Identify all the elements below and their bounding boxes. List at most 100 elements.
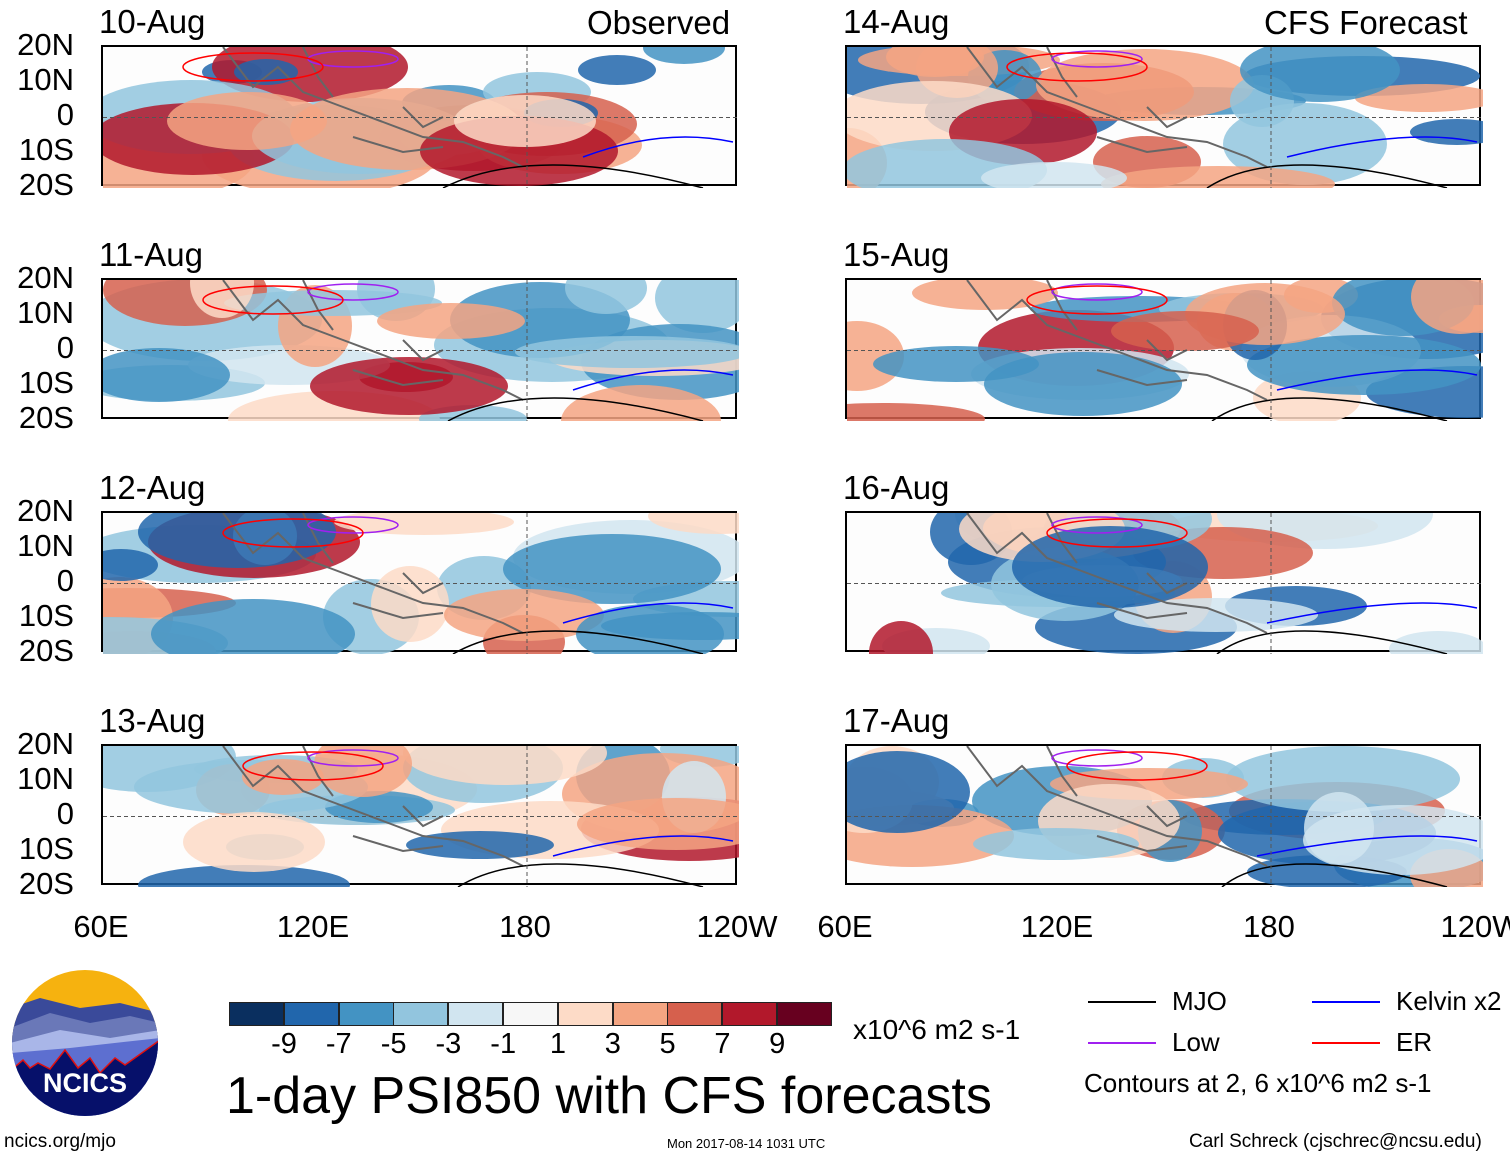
low-contour [1051, 749, 1143, 767]
anomaly-region [515, 336, 739, 368]
coastline [966, 513, 1268, 634]
low-contour [1051, 283, 1143, 301]
ncics-logo: NCICS [12, 970, 158, 1116]
footer-url[interactable]: ncics.org/mjo [4, 1131, 116, 1152]
panel-date: 13-Aug [99, 702, 206, 739]
panel-date: 10-Aug [99, 3, 206, 40]
anomaly-region [406, 831, 554, 859]
anomaly-region [234, 59, 298, 85]
kelvin-contour [562, 602, 734, 624]
coastline [966, 280, 1268, 401]
lat-tick-label: 0 [56, 97, 74, 132]
low-contour [307, 749, 399, 767]
colorbar-label: -1 [490, 1028, 517, 1060]
anomaly-region [371, 566, 449, 642]
lon-tick-label: 180 [1243, 909, 1295, 944]
lon-tick-label: 120E [1020, 909, 1094, 944]
anomaly-region [655, 280, 739, 333]
colorbar-swatch [503, 1002, 558, 1026]
lat-tick-label: 20N [17, 260, 74, 295]
lat-tick-label: 0 [56, 796, 74, 831]
colorbar-swatch [777, 1002, 832, 1026]
map-panel [101, 744, 739, 887]
anomaly-region [1304, 792, 1374, 864]
anomaly-region [377, 303, 525, 339]
observed-header: Observed [587, 4, 731, 41]
lat-tick-label: 10N [17, 62, 74, 97]
map-panel [845, 744, 1483, 887]
panel-date: 11-Aug [99, 236, 203, 273]
anomaly-region [912, 280, 1058, 310]
colorbar-swatch [448, 1002, 504, 1026]
kelvin-contour [1256, 835, 1478, 857]
low-contour [307, 283, 399, 301]
lat-tick-label: 10S [18, 831, 74, 866]
mjo-contour [1221, 863, 1448, 887]
anomaly-region [1012, 526, 1208, 608]
forecast-header: CFS Forecast [1264, 4, 1468, 41]
colorbar-swatch [722, 1002, 778, 1026]
colorbar-label: 1 [549, 1028, 567, 1060]
anomaly-region [576, 604, 724, 654]
er-contour [1066, 751, 1208, 781]
coastline [1046, 47, 1188, 154]
lat-tick-label: 0 [56, 330, 74, 365]
lat-tick-label: 20N [17, 726, 74, 761]
colorbar-label: 7 [714, 1028, 731, 1060]
er-contour [1006, 52, 1148, 82]
colorbar-swatch [667, 1002, 723, 1026]
panel-date: 17-Aug [843, 702, 950, 739]
lat-tick-label: 10N [17, 761, 74, 796]
lon-tick-label: 120W [1440, 909, 1510, 944]
lon-tick-label: 180 [499, 909, 551, 944]
anomaly-region [847, 751, 970, 833]
coastline [302, 513, 444, 620]
anomaly-region [1355, 84, 1483, 112]
anomaly-region [403, 746, 607, 785]
colorbar-label: -7 [325, 1028, 352, 1060]
lat-tick-label: 20S [18, 866, 74, 901]
anomaly-region [1111, 311, 1259, 351]
panel-date: 12-Aug [99, 469, 206, 506]
low-contour [1051, 50, 1143, 68]
lat-tick-label: 10S [18, 132, 74, 167]
map-panel [845, 278, 1483, 421]
mjo-contour [1211, 397, 1448, 421]
mjo-contour [447, 397, 704, 421]
lon-tick-label: 60E [817, 909, 873, 944]
anomaly-region [190, 280, 254, 318]
lat-tick-label: 20N [17, 493, 74, 528]
lon-tick-label: 120W [696, 909, 778, 944]
er-contour [242, 751, 384, 781]
anomaly-region [167, 92, 327, 150]
lat-tick-label: 10S [18, 365, 74, 400]
anomaly-region [578, 55, 656, 85]
lat-tick-label: 10N [17, 295, 74, 330]
legend-label: MJO [1172, 986, 1227, 1016]
lon-tick-label: 120E [276, 909, 350, 944]
anomaly-region [503, 534, 721, 604]
colorbar-label: 9 [769, 1028, 786, 1060]
mjo-contour [1216, 630, 1448, 654]
anomaly-region [886, 47, 984, 77]
anomaly-region [444, 589, 604, 641]
lat-tick-label: 10S [18, 598, 74, 633]
map-panel [101, 45, 739, 188]
anomaly-region [103, 348, 230, 402]
colorbar-swatch [283, 1002, 339, 1026]
colorbar-label: -5 [380, 1028, 407, 1060]
anomaly-region [869, 621, 933, 654]
anomaly-region [981, 162, 1127, 188]
coastline [222, 280, 524, 401]
mjo-contour [442, 164, 704, 188]
legend-swatch [1088, 1001, 1156, 1003]
anomaly-region [561, 385, 721, 421]
er-contour [1046, 518, 1188, 548]
coastline [302, 47, 444, 154]
lat-tick-label: 20S [18, 400, 74, 435]
kelvin-contour [1276, 369, 1478, 391]
low-contour [307, 516, 399, 534]
lat-tick-label: 20S [18, 167, 74, 202]
colorbar-swatch [612, 1002, 668, 1026]
anomaly-region [334, 513, 514, 535]
